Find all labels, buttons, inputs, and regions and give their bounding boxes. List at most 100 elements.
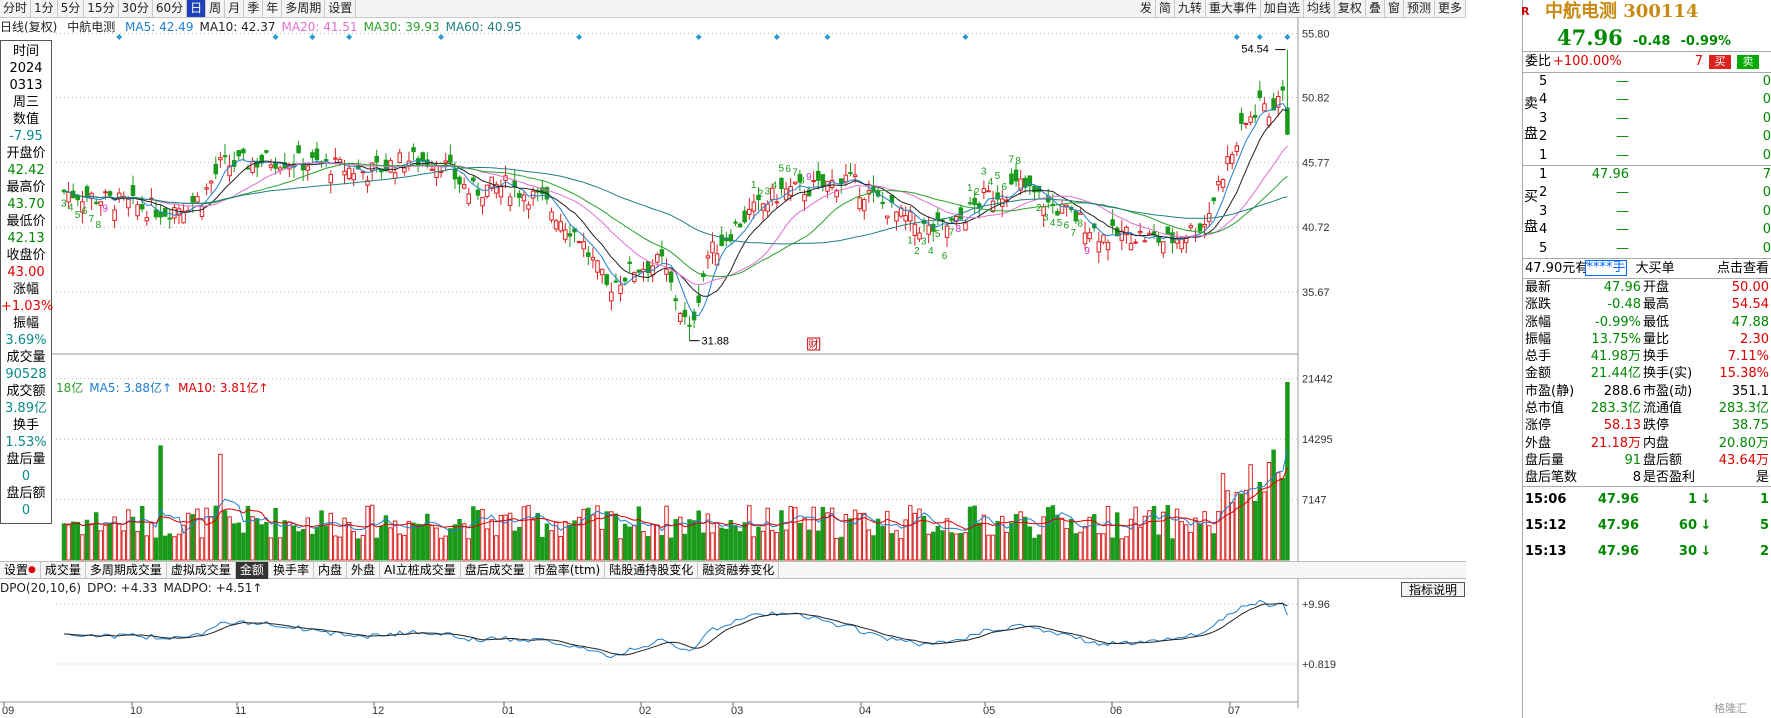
period-5[interactable]: 60分	[153, 0, 188, 17]
period-2[interactable]: 5分	[58, 0, 85, 17]
down-arrow-icon: ↓	[1700, 518, 1712, 534]
period-10[interactable]: 年	[263, 0, 283, 17]
candle-body	[1239, 112, 1244, 125]
buy-button[interactable]: 买	[1709, 55, 1731, 69]
volume-bar	[93, 512, 99, 561]
candle-body	[199, 205, 205, 217]
candle-body	[774, 201, 780, 204]
indicator-tab-6[interactable]: 内盘	[314, 562, 347, 579]
tool-7[interactable]: 叠	[1366, 0, 1385, 17]
period-11[interactable]: 多周期	[282, 0, 326, 17]
candle-body	[567, 233, 573, 237]
candle-body	[995, 192, 1000, 200]
candle-body	[1022, 177, 1028, 188]
tool-2[interactable]: 九转	[1175, 0, 1206, 17]
indicator-tab-0[interactable]: 设置●	[0, 562, 41, 579]
r-icon[interactable]: R	[1521, 5, 1530, 18]
big-order-row[interactable]: 47.90元有 ****手 大买单 点击查看	[1523, 259, 1771, 279]
volume-bar	[176, 533, 182, 561]
indicator-help-button[interactable]: 指标说明	[1401, 582, 1465, 597]
candle-body	[98, 201, 104, 206]
volume-bar	[1211, 533, 1217, 561]
stat-key: 盘后笔数	[1525, 470, 1578, 486]
volume-bar	[1101, 533, 1106, 561]
volume-bar	[636, 506, 642, 561]
price-pct: -0.99%	[1680, 34, 1732, 49]
period-1[interactable]: 1分	[31, 0, 58, 17]
indicator-tab-7[interactable]: 外盘	[347, 562, 380, 579]
sell-level-3[interactable]: 3 — 0	[1523, 110, 1771, 128]
buy-level-1[interactable]: 1 47.96 7	[1523, 166, 1771, 184]
indicator-tab-10[interactable]: 市盈率(ttm)	[530, 562, 606, 579]
indicator-tab-11[interactable]: 陆股通持股变化	[605, 562, 699, 579]
indicator-tab-3[interactable]: 虚拟成交量	[167, 562, 236, 579]
sell-level-4[interactable]: 4 — 0	[1523, 91, 1771, 109]
indicator-tab-1[interactable]: 成交量	[41, 562, 86, 579]
period-9[interactable]: 季	[244, 0, 264, 17]
volume-bar	[231, 523, 237, 561]
volume-bar	[852, 509, 858, 561]
candle-body	[1124, 226, 1129, 236]
sell-level-5[interactable]: 5 — 0	[1523, 73, 1771, 91]
quote-stats: 最新 47.96 开盘 50.00 涨跌 -0.48 最高 54.54 涨幅 -0.99% 最低 47…	[1523, 279, 1771, 487]
candle-body	[351, 173, 357, 181]
td-count-label: 8	[799, 176, 805, 187]
tool-10[interactable]: 更多	[1435, 0, 1466, 17]
period-6[interactable]: 日	[187, 0, 207, 17]
tool-8[interactable]: 窗	[1385, 0, 1404, 17]
candle-body	[107, 191, 113, 196]
candle-body	[397, 152, 402, 164]
level-count: 0	[1762, 203, 1771, 219]
buy-level-2[interactable]: 2 — 0	[1523, 184, 1771, 202]
period-0[interactable]: 分时	[0, 0, 32, 17]
big-order-view-link[interactable]: 点击查看	[1716, 260, 1769, 276]
candle-body	[296, 145, 301, 154]
volume-bar	[484, 528, 490, 561]
period-4[interactable]: 30分	[119, 0, 153, 17]
candle-body	[576, 241, 582, 244]
info-key-7: 最低价	[6, 214, 46, 229]
tool-6[interactable]: 复权	[1335, 0, 1366, 17]
kline-chart[interactable]: 55.8050.8245.7740.7235.6721442142957147X…	[0, 18, 1466, 718]
tool-0[interactable]: 发	[1137, 0, 1156, 17]
tool-9[interactable]: 预测	[1404, 0, 1435, 17]
tool-4[interactable]: 加自选	[1261, 0, 1304, 17]
volume-bar	[885, 510, 890, 561]
sell-level-1[interactable]: 1 — 0	[1523, 147, 1771, 165]
candle-body	[935, 212, 941, 220]
period-8[interactable]: 月	[225, 0, 245, 17]
candle-body	[613, 280, 619, 283]
watermark: 格隆汇	[1714, 702, 1747, 715]
buy-level-4[interactable]: 4 — 0	[1523, 221, 1771, 239]
volume-bar	[986, 534, 991, 561]
period-12[interactable]: 设置	[325, 0, 357, 17]
indicator-tab-2[interactable]: 多周期成交量	[86, 562, 167, 579]
buy-level-5[interactable]: 5 — 0	[1523, 240, 1771, 258]
indicator-tab-12[interactable]: 融资融券变化	[698, 562, 780, 579]
candle-body	[116, 192, 122, 198]
buy-level-3[interactable]: 3 — 0	[1523, 203, 1771, 221]
period-3[interactable]: 15分	[84, 0, 119, 17]
sell-level-2[interactable]: 2 — 0	[1523, 128, 1771, 146]
period-7[interactable]: 周	[206, 0, 226, 17]
stat-value: -0.48	[1607, 297, 1641, 313]
tool-3[interactable]: 重大事件	[1206, 0, 1261, 17]
indicator-tab-8[interactable]: AI立桩成交量	[380, 562, 461, 579]
tool-1[interactable]: 简	[1156, 0, 1175, 17]
candle-body	[816, 170, 821, 181]
td-count-label: 8	[95, 220, 101, 231]
tick-row: 15:06 47.96 1 ↓ 1	[1523, 487, 1771, 513]
level-count: 0	[1762, 129, 1771, 145]
candle-body	[733, 221, 738, 224]
right-gutter	[1466, 0, 1522, 718]
sell-button[interactable]: 卖	[1737, 55, 1759, 69]
price-change: -0.48	[1632, 34, 1671, 49]
indicator-tab-4[interactable]: 金额	[235, 562, 269, 579]
tool-5[interactable]: 均线	[1304, 0, 1335, 17]
candle-body	[457, 176, 462, 185]
stat-value: 21.44亿	[1590, 366, 1641, 382]
indicator-tab-5[interactable]: 换手率	[269, 562, 314, 579]
level-count: 0	[1762, 222, 1771, 238]
volume-bar	[259, 524, 265, 561]
indicator-tab-9[interactable]: 盘后成交量	[461, 562, 530, 579]
